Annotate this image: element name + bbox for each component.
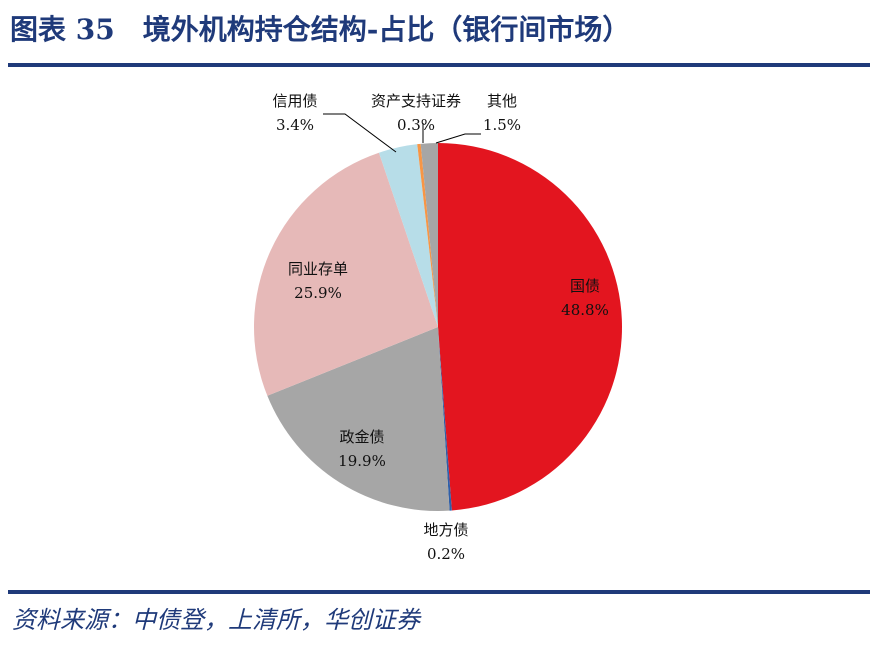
slice-value-5: 3.4%: [276, 116, 314, 134]
slice-value-3: 19.9%: [338, 452, 386, 470]
slice-label-3: 政金债: [339, 428, 384, 446]
slice-label-4: 同业存单: [288, 260, 348, 278]
pie-slice-2: [438, 327, 452, 511]
leader-line-6: [435, 133, 481, 144]
top-rule: [8, 63, 870, 67]
pie-slice-4: [254, 152, 438, 396]
chart-title: 境外机构持仓结构-占比（银行间市场）: [142, 13, 631, 46]
slice-value-4: 25.9%: [294, 284, 342, 302]
pie-chart: 国债 48.8% 地方债 0.2% 政金债 19.9% 同业存单 25.9% 信用债 3.4% 资产…: [254, 92, 622, 563]
slice-value-6: 0.3%: [397, 116, 435, 134]
pie-slice-3: [267, 327, 450, 511]
leader-line-4: [323, 113, 397, 153]
slice-label-7: 其他: [487, 92, 517, 110]
slice-value-2: 0.2%: [427, 545, 465, 563]
slice-label-2: 地方债: [423, 521, 468, 539]
pie-slice-1: [438, 143, 622, 511]
pie-slice-7: [420, 143, 438, 327]
pie-slice-6: [417, 143, 438, 327]
source-note: 资料来源：中债登，上清所，华创证券: [12, 606, 420, 634]
slice-label-5: 信用债: [272, 92, 317, 110]
bottom-rule: [8, 590, 870, 594]
slice-value-7: 1.5%: [483, 116, 521, 134]
figure-number: 图表 35: [10, 13, 115, 46]
pie-slice-5: [378, 144, 438, 327]
figure-title: 图表 35 境外机构持仓结构-占比（银行间市场）: [10, 6, 630, 54]
slice-label-1: 国债: [570, 277, 600, 295]
slice-value-1: 48.8%: [561, 301, 609, 319]
slice-label-6: 资产支持证券: [371, 92, 461, 110]
